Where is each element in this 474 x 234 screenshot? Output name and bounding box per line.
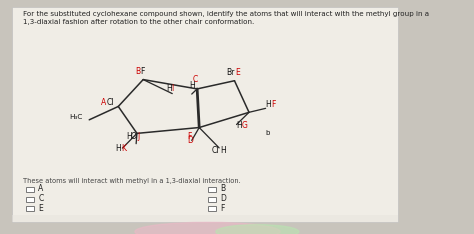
- Text: H: H: [166, 84, 172, 93]
- Bar: [208, 206, 216, 211]
- Text: B: B: [135, 67, 140, 76]
- Bar: [26, 197, 34, 202]
- Bar: [26, 187, 34, 192]
- Text: A: A: [101, 98, 106, 107]
- Bar: [208, 197, 216, 202]
- Bar: [26, 206, 34, 211]
- Text: H: H: [115, 144, 121, 153]
- Text: F: F: [272, 100, 276, 109]
- Text: D: D: [188, 136, 193, 145]
- Text: H: H: [220, 146, 226, 155]
- Text: J: J: [137, 132, 139, 141]
- Ellipse shape: [216, 225, 299, 234]
- Text: E: E: [38, 204, 43, 212]
- Ellipse shape: [135, 222, 280, 234]
- Text: K: K: [121, 144, 126, 153]
- Text: H: H: [189, 81, 195, 90]
- Text: A: A: [38, 184, 44, 193]
- Text: F: F: [188, 132, 192, 141]
- Text: For the substituted cyclohexane compound shown, identify the atoms that will int: For the substituted cyclohexane compound…: [23, 11, 429, 25]
- Text: b: b: [265, 130, 270, 136]
- Text: G: G: [242, 121, 248, 130]
- Text: H: H: [237, 121, 242, 130]
- Text: E: E: [236, 68, 240, 77]
- Text: I: I: [172, 84, 173, 93]
- Text: B: B: [220, 184, 225, 193]
- Text: C: C: [192, 75, 197, 84]
- Text: D: D: [220, 194, 226, 203]
- Bar: [208, 187, 216, 192]
- Text: Br: Br: [227, 68, 235, 77]
- Text: H: H: [265, 100, 271, 109]
- Bar: [12, 215, 399, 222]
- Text: H: H: [126, 132, 131, 141]
- Text: Cl: Cl: [212, 146, 219, 155]
- Text: H₃C: H₃C: [70, 114, 83, 120]
- Text: Cl: Cl: [107, 98, 115, 107]
- Text: F: F: [220, 204, 224, 212]
- FancyBboxPatch shape: [12, 7, 399, 222]
- Text: C: C: [38, 194, 44, 203]
- Text: These atoms will interact with methyl in a 1,3-diaxial interaction.: These atoms will interact with methyl in…: [23, 178, 241, 184]
- Text: O: O: [131, 132, 137, 141]
- Text: F: F: [140, 67, 145, 76]
